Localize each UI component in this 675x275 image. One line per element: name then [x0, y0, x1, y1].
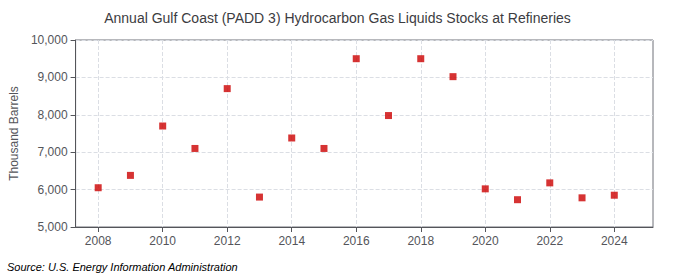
- svg-text:Thousand Barrels: Thousand Barrels: [7, 86, 21, 181]
- svg-text:10,000: 10,000: [31, 33, 68, 47]
- svg-text:6,000: 6,000: [38, 183, 68, 197]
- svg-text:2010: 2010: [149, 234, 176, 248]
- svg-text:2012: 2012: [214, 234, 241, 248]
- svg-text:2014: 2014: [278, 234, 305, 248]
- svg-text:2020: 2020: [472, 234, 499, 248]
- svg-text:Annual Gulf Coast (PADD 3) Hyd: Annual Gulf Coast (PADD 3) Hydrocarbon G…: [104, 10, 571, 26]
- svg-text:8,000: 8,000: [38, 108, 68, 122]
- svg-text:5,000: 5,000: [38, 220, 68, 234]
- svg-text:Source: U.S. Energy Informatio: Source: U.S. Energy Information Administ…: [7, 261, 238, 273]
- svg-text:2024: 2024: [601, 234, 628, 248]
- svg-text:2008: 2008: [85, 234, 112, 248]
- svg-text:2018: 2018: [407, 234, 434, 248]
- svg-text:2022: 2022: [536, 234, 563, 248]
- svg-text:2016: 2016: [343, 234, 370, 248]
- svg-text:9,000: 9,000: [38, 70, 68, 84]
- svg-text:7,000: 7,000: [38, 145, 68, 159]
